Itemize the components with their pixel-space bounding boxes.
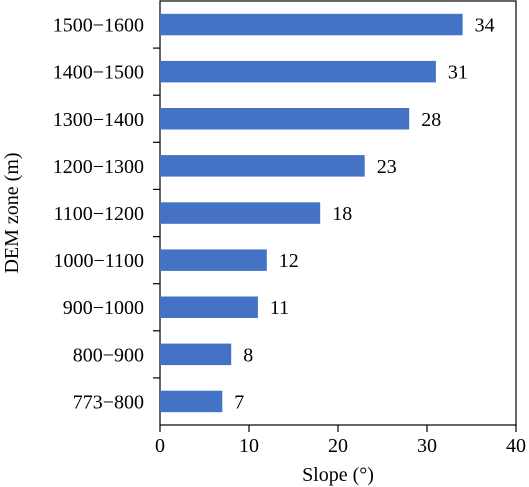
y-tick-label: 1300−1400 [53, 109, 144, 131]
bar [160, 202, 321, 224]
bar [160, 249, 267, 271]
x-tick-label: 0 [155, 435, 165, 457]
bar-value-label: 34 [475, 15, 495, 37]
bar [160, 13, 463, 36]
y-tick-label: 1200−1300 [53, 156, 144, 178]
x-tick-label: 20 [328, 435, 348, 457]
y-axis-ticks: 773−800 800−900 900−1000 1000−1100 1100−1200… [53, 15, 160, 413]
x-tick-label: 10 [239, 435, 259, 457]
bar [160, 108, 410, 130]
x-axis-title: Slope (°) [302, 464, 374, 486]
bar [160, 155, 365, 177]
bar [160, 390, 223, 413]
bar-value-label: 12 [279, 250, 299, 272]
y-tick-label: 773−800 [73, 391, 144, 413]
x-axis-ticks: 0 10 20 30 40 [155, 425, 526, 457]
bar [160, 296, 258, 318]
bar-value-label: 23 [377, 156, 397, 178]
y-tick-label: 1500−1600 [53, 15, 144, 37]
x-tick-label: 30 [417, 435, 437, 457]
bar [160, 343, 232, 366]
bar-value-label: 28 [421, 109, 441, 131]
bars-group: 7 8 11 12 18 23 28 31 34 [160, 13, 495, 413]
y-tick-label: 1400−1500 [53, 62, 144, 84]
y-tick-label: 800−900 [73, 344, 144, 366]
bar-value-label: 18 [332, 203, 352, 225]
bar-value-label: 31 [448, 62, 468, 84]
y-tick-label: 1000−1100 [53, 250, 144, 272]
y-tick-label: 900−1000 [63, 297, 144, 319]
y-axis-title: DEM zone (m) [1, 152, 23, 273]
bar-value-label: 7 [234, 391, 244, 413]
x-tick-label: 40 [506, 435, 526, 457]
bar-value-label: 11 [270, 297, 289, 319]
bar-value-label: 8 [243, 344, 253, 366]
y-tick-label: 1100−1200 [53, 203, 144, 225]
bar [160, 60, 436, 83]
